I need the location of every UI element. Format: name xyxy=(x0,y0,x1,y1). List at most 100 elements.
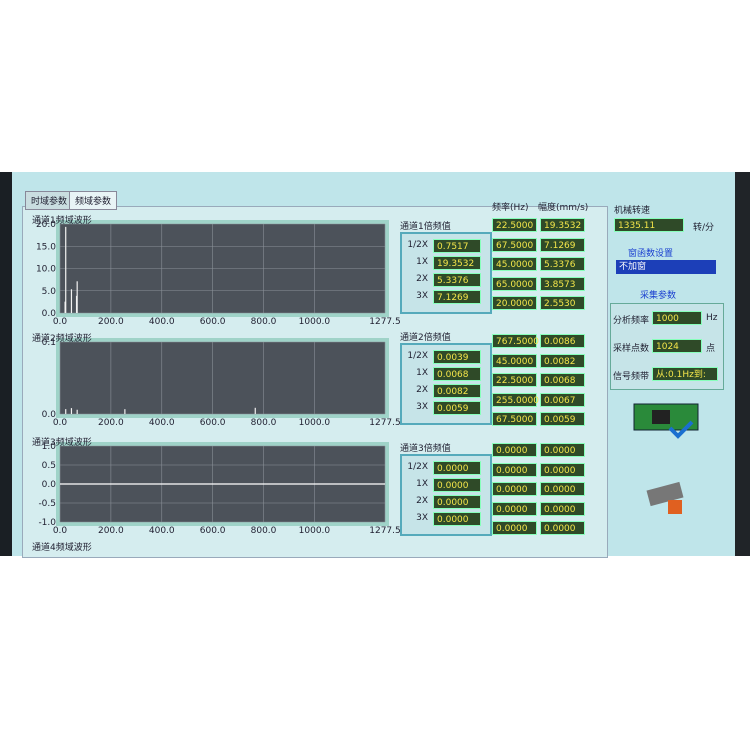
harmonic-order: 1X xyxy=(416,257,428,267)
peak-value: 67.5000 xyxy=(492,412,537,426)
icon-check xyxy=(668,420,694,439)
plot-label: 通道3频域波形 xyxy=(32,438,92,448)
harmonic-value: 0.0039 xyxy=(433,350,481,364)
peak-value: 255.0000 xyxy=(492,392,539,407)
harmonic-title: 通道1倍频值 xyxy=(400,222,451,232)
acquisition-title: 采集参数 xyxy=(640,291,677,301)
speed-label: 机械转速 xyxy=(614,206,651,216)
x-tick-label: 0.0 xyxy=(53,526,68,536)
icon-chip xyxy=(652,410,670,424)
harmonic-order: 3X xyxy=(416,513,428,523)
x-tick-label: 800.0 xyxy=(251,526,277,536)
harmonic-title: 通道3倍频值 xyxy=(400,444,451,454)
y-tick-label: 5.0 xyxy=(42,287,57,297)
param-label: 分析频率 xyxy=(613,316,650,326)
column-header: 频率(Hz) xyxy=(492,203,529,213)
speed-unit: 转/分 xyxy=(693,223,715,233)
harmonic-order: 1X xyxy=(416,479,428,489)
harmonic-value: 0.0068 xyxy=(433,367,481,381)
harmonic-order: 2X xyxy=(416,385,428,395)
peak-value: 5.3376 xyxy=(540,257,585,271)
peak-value: 0.0000 xyxy=(540,501,585,516)
plot-area xyxy=(60,342,385,414)
x-tick-label: 0.0 xyxy=(53,418,68,428)
x-tick-label: 600.0 xyxy=(200,317,226,327)
bezel xyxy=(0,172,12,556)
y-tick-label: 0.0 xyxy=(42,309,57,319)
peak-value: 0.0000 xyxy=(492,521,537,535)
peak-value: 0.0000 xyxy=(540,521,585,535)
y-tick-label: -1.0 xyxy=(38,518,56,528)
column-header: 幅度(mm/s) xyxy=(538,203,589,213)
peak-value: 0.0067 xyxy=(540,392,585,407)
x-tick-label: 1277.5 xyxy=(369,418,401,428)
speed-value: 1335.11 xyxy=(614,218,684,232)
harmonic-value: 0.0082 xyxy=(433,384,481,398)
peak-value: 19.3532 xyxy=(540,218,585,232)
peak-value: 0.0000 xyxy=(540,462,585,477)
harmonic-value: 0.0000 xyxy=(433,495,481,509)
peak-value: 0.0000 xyxy=(492,462,537,477)
y-tick-label: 0.1 xyxy=(42,338,56,348)
harmonic-order: 1X xyxy=(416,368,428,378)
peak-value: 45.0000 xyxy=(492,353,537,368)
harmonic-value: 19.3532 xyxy=(433,256,481,270)
peak-value: 767.5000 xyxy=(492,334,539,348)
harmonic-value: 0.0000 xyxy=(433,478,481,492)
y-tick-label: -0.5 xyxy=(38,499,56,509)
x-tick-label: 1000.0 xyxy=(299,526,331,536)
plot-label: 通道2频域波形 xyxy=(32,334,92,344)
peak-value: 0.0000 xyxy=(540,443,585,457)
icon-chip2 xyxy=(646,481,684,507)
peak-value: 45.0000 xyxy=(492,257,537,271)
param-label: 采样点数 xyxy=(613,344,650,354)
param-value: 1024 xyxy=(652,339,702,353)
window-dropdown[interactable]: 不加窗 xyxy=(616,260,716,274)
x-tick-label: 1000.0 xyxy=(299,418,331,428)
y-tick-label: 0.5 xyxy=(42,461,56,471)
x-tick-label: 800.0 xyxy=(251,317,277,327)
tab: 时域参数 xyxy=(25,191,73,210)
icon-badge xyxy=(668,500,682,514)
x-tick-label: 400.0 xyxy=(149,317,175,327)
harmonic-value: 7.1269 xyxy=(433,290,481,304)
harmonic-value: 0.0000 xyxy=(433,461,481,475)
y-tick-label: 0.0 xyxy=(42,480,57,490)
peak-value: 7.1269 xyxy=(540,237,585,252)
y-tick-label: 20.0 xyxy=(36,220,56,230)
peak-value: 2.5530 xyxy=(540,296,585,310)
param-value: 从:0.1Hz到: xyxy=(652,367,718,381)
x-tick-label: 800.0 xyxy=(251,418,277,428)
harmonic-value: 0.0059 xyxy=(433,401,481,415)
param-label: 信号频带 xyxy=(613,372,650,382)
param-value: 1000 xyxy=(652,311,702,325)
plot-label: 通道1频域波形 xyxy=(32,216,92,226)
tab: 频域参数 xyxy=(69,191,117,210)
x-tick-label: 400.0 xyxy=(149,526,175,536)
harmonic-order: 3X xyxy=(416,291,428,301)
harmonic-title: 通道2倍频值 xyxy=(400,333,451,343)
harmonic-order: 1/2X xyxy=(407,351,428,361)
peak-value: 22.5000 xyxy=(492,373,537,387)
peak-value: 0.0000 xyxy=(492,482,537,496)
y-tick-label: 15.0 xyxy=(36,242,56,252)
x-tick-label: 200.0 xyxy=(98,317,124,327)
bezel xyxy=(735,172,750,556)
peak-value: 0.0086 xyxy=(540,334,585,348)
y-tick-label: 10.0 xyxy=(36,265,56,275)
x-tick-label: 1277.5 xyxy=(369,526,401,536)
window-label: 窗函数设置 xyxy=(628,249,674,259)
x-tick-label: 0.0 xyxy=(53,317,68,327)
peak-value: 0.0068 xyxy=(540,373,585,387)
peak-value: 0.0000 xyxy=(492,501,537,516)
peak-value: 3.8573 xyxy=(540,276,585,291)
peak-value: 65.0000 xyxy=(492,276,537,291)
x-tick-label: 1000.0 xyxy=(299,317,331,327)
peak-value: 0.0082 xyxy=(540,353,585,368)
peak-value: 0.0000 xyxy=(540,482,585,496)
peak-value: 20.0000 xyxy=(492,296,537,310)
harmonic-order: 3X xyxy=(416,402,428,412)
peak-value: 0.0000 xyxy=(492,443,537,457)
